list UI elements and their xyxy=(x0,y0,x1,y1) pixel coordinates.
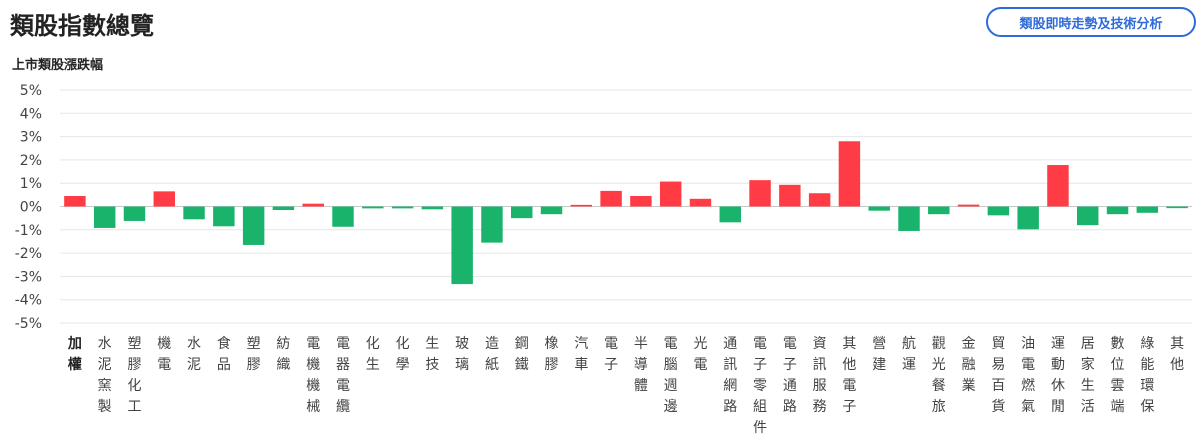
x-tick-label: 金融業 xyxy=(962,336,976,394)
bar-25[interactable] xyxy=(808,193,831,207)
bars xyxy=(64,141,1188,285)
x-tick-label: 貿易百貨 xyxy=(991,336,1005,415)
x-tick-label: 油電燃氣 xyxy=(1021,336,1035,415)
bar-1[interactable] xyxy=(93,206,116,228)
x-tick-label: 加權 xyxy=(67,336,82,373)
x-tick-label: 化學 xyxy=(396,336,410,373)
bar-22[interactable] xyxy=(719,206,741,223)
x-tick-label: 電子零組件 xyxy=(753,336,767,436)
x-tick-label: 光電 xyxy=(693,336,707,373)
bar-7[interactable] xyxy=(272,206,295,210)
chart-title: 上市類股漲跌幅 xyxy=(12,58,104,73)
y-tick-label: 4% xyxy=(20,106,42,122)
bar-34[interactable] xyxy=(1077,206,1099,226)
x-tick-label: 化生 xyxy=(366,336,380,373)
bar-19[interactable] xyxy=(630,196,652,207)
bar-14[interactable] xyxy=(481,206,503,243)
x-tick-label: 塑膠化工 xyxy=(127,336,141,415)
x-tick-label: 電機機械 xyxy=(306,336,320,415)
x-tick-label: 造紙 xyxy=(485,336,499,373)
x-tick-label: 營建 xyxy=(872,336,886,373)
x-tick-label: 水泥 xyxy=(187,336,201,373)
bar-36[interactable] xyxy=(1136,206,1159,213)
bar-20[interactable] xyxy=(659,181,682,207)
bar-2[interactable] xyxy=(123,206,146,221)
bar-27[interactable] xyxy=(868,206,890,211)
x-tick-label: 紡織 xyxy=(276,336,290,373)
x-tick-label: 觀光餐旅 xyxy=(932,336,946,415)
bar-0[interactable] xyxy=(64,196,86,207)
bar-12[interactable] xyxy=(421,206,444,210)
x-tick-label: 橡膠 xyxy=(545,336,559,373)
x-tick-label: 運動休閒 xyxy=(1051,336,1065,415)
x-tick-label: 塑膠 xyxy=(247,336,261,373)
x-tick-label: 水泥窯製 xyxy=(98,336,112,415)
x-tick-label: 電子 xyxy=(604,336,618,373)
bar-24[interactable] xyxy=(779,184,801,207)
y-axis: 5% 4% 3% 2% 1% 0% -1% -2% -3% -4% -5% xyxy=(15,83,42,332)
x-tick-label: 生技 xyxy=(425,336,439,373)
bar-11[interactable] xyxy=(391,206,414,209)
x-tick-label: 玻璃 xyxy=(455,336,469,373)
bar-33[interactable] xyxy=(1047,165,1069,207)
bar-31[interactable] xyxy=(987,206,1010,216)
x-tick-label: 資訊服務 xyxy=(813,336,827,415)
bar-21[interactable] xyxy=(689,198,712,207)
bar-13[interactable] xyxy=(451,206,473,285)
bar-18[interactable] xyxy=(600,190,622,207)
page-title: 類股指數總覽 xyxy=(10,12,154,40)
x-tick-label: 航運 xyxy=(902,336,916,373)
bar-37[interactable] xyxy=(1166,206,1188,209)
bar-10[interactable] xyxy=(362,206,384,209)
bar-35[interactable] xyxy=(1106,206,1129,215)
bar-32[interactable] xyxy=(1017,206,1039,230)
bar-30[interactable] xyxy=(957,204,980,207)
bar-28[interactable] xyxy=(898,206,920,231)
bar-4[interactable] xyxy=(183,206,205,220)
y-tick-label: -3% xyxy=(15,269,42,285)
x-tick-label: 汽車 xyxy=(574,336,588,373)
x-tick-label: 其他電子 xyxy=(842,336,856,415)
bar-17[interactable] xyxy=(570,204,593,207)
x-tick-label: 居家生活 xyxy=(1081,336,1095,415)
x-tick-label: 電器電纜 xyxy=(336,336,350,415)
x-tick-label: 機電 xyxy=(157,336,171,373)
x-tick-label: 綠能環保 xyxy=(1140,336,1154,415)
bar-8[interactable] xyxy=(302,203,324,207)
x-tick-label: 通訊網路 xyxy=(723,336,737,415)
y-tick-label: -1% xyxy=(15,223,42,239)
y-tick-label: -2% xyxy=(15,246,42,262)
bar-6[interactable] xyxy=(242,206,265,245)
x-tick-label: 半導體 xyxy=(634,336,648,394)
y-tick-label: 3% xyxy=(20,130,42,146)
y-tick-label: 2% xyxy=(20,153,42,169)
bar-15[interactable] xyxy=(511,206,533,219)
bar-16[interactable] xyxy=(540,206,563,215)
bar-29[interactable] xyxy=(928,206,950,215)
bar-26[interactable] xyxy=(838,141,861,207)
bar-9[interactable] xyxy=(332,206,354,227)
y-tick-label: 1% xyxy=(20,176,42,192)
y-tick-label: 5% xyxy=(20,83,42,99)
x-tick-label: 電子通路 xyxy=(783,336,797,415)
x-tick-label: 其他 xyxy=(1170,336,1184,373)
x-tick-label: 數位雲端 xyxy=(1111,336,1125,415)
sector-analysis-button[interactable]: 類股即時走勢及技術分析 xyxy=(986,7,1196,37)
bar-3[interactable] xyxy=(153,191,175,207)
bar-5[interactable] xyxy=(213,206,235,227)
y-tick-label: -5% xyxy=(15,316,42,332)
bar-23[interactable] xyxy=(749,180,771,207)
y-tick-label: 0% xyxy=(20,200,42,216)
x-tick-label: 食品 xyxy=(217,335,231,373)
y-tick-label: -4% xyxy=(15,293,42,309)
x-tick-label: 鋼鐵 xyxy=(515,336,529,373)
x-tick-label: 電腦週邊 xyxy=(664,336,678,415)
